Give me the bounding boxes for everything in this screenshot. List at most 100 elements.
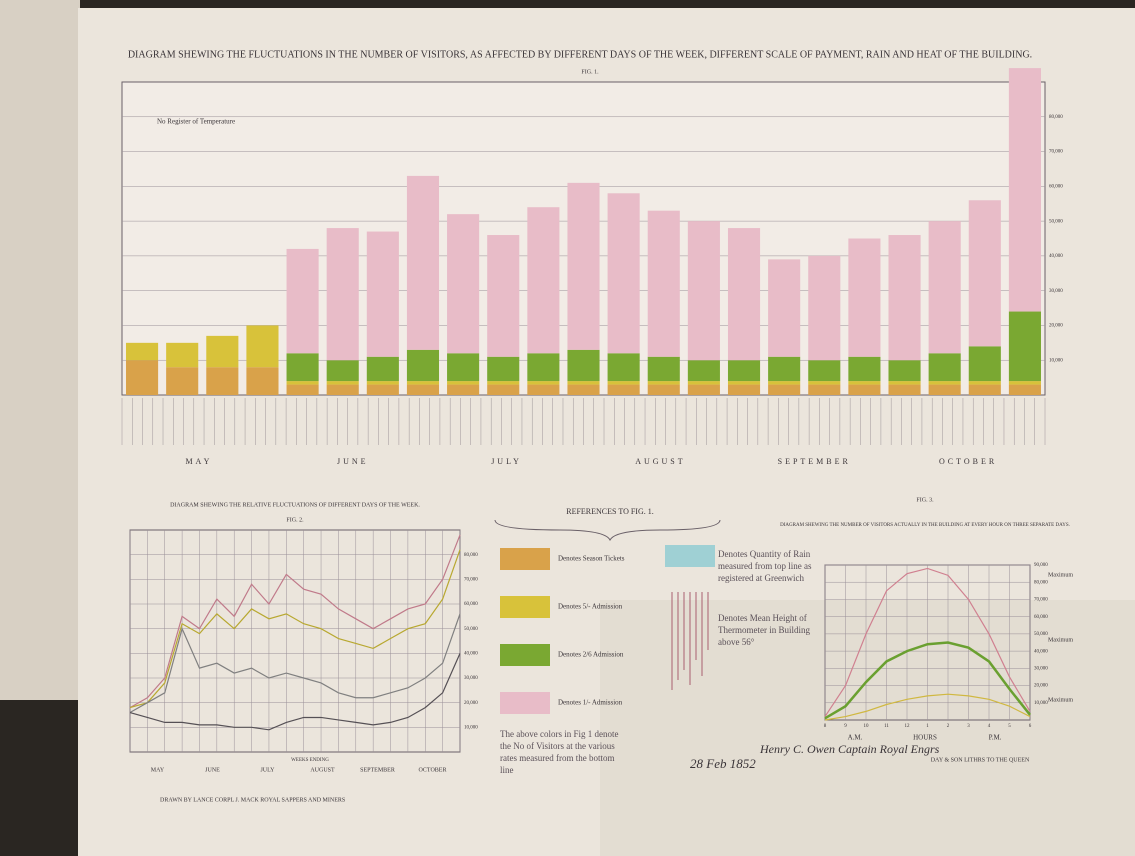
month-label: JUNE: [337, 457, 369, 466]
bar-segment: [527, 207, 559, 353]
bar-segment: [447, 385, 479, 395]
bar-segment: [1009, 385, 1041, 395]
x-label: P.M.: [989, 734, 1002, 742]
legend-label: Denotes 2/6 Admission: [558, 651, 624, 659]
bar-segment: [929, 385, 961, 395]
legend-swatch: [500, 692, 550, 714]
color-note: The above colors in Fig 1 denote the No …: [500, 728, 630, 776]
y-tick-label: 40,000: [1049, 254, 1063, 259]
month-label: OCTOBER: [419, 767, 447, 773]
bar-segment: [888, 385, 920, 395]
bar-segment: [608, 385, 640, 395]
bar-segment: [969, 200, 1001, 346]
bar-segment: [648, 211, 680, 357]
bar-segment: [567, 350, 599, 381]
bar-segment: [407, 176, 439, 350]
y-tick-label: 80,000: [464, 553, 478, 558]
bar-segment: [407, 350, 439, 381]
bar-segment: [246, 325, 278, 367]
bar-segment: [728, 385, 760, 395]
bar-segment: [608, 353, 640, 381]
bar-segment: [527, 353, 559, 381]
y-tick-label: 40,000: [464, 651, 478, 656]
bar-segment: [969, 385, 1001, 395]
month-label: MAY: [185, 457, 212, 466]
left-page: [0, 0, 80, 700]
heat-note: Denotes Mean Height of Thermometer in Bu…: [718, 612, 818, 648]
bar-segment: [648, 385, 680, 395]
fig-title: DIAGRAM SHEWING THE RELATIVE FLUCTUATION…: [170, 502, 420, 508]
bar-segment: [608, 193, 640, 353]
bar-segment: [888, 381, 920, 384]
legend-label: Denotes 1/- Admission: [558, 699, 623, 707]
x-tick-label: 12: [905, 724, 911, 729]
bar-segment: [808, 360, 840, 381]
y-tick-label: 10,000: [1034, 701, 1048, 706]
bar-segment: [487, 381, 519, 384]
bar-segment: [929, 221, 961, 353]
bar-segment: [1009, 312, 1041, 382]
photo-page: DIAGRAM SHEWING THE FLUCTUATIONS IN THE …: [0, 0, 1135, 856]
bar-segment: [768, 385, 800, 395]
bar-segment: [166, 367, 198, 395]
y-tick-label: 20,000: [464, 701, 478, 706]
y-tick-label: 70,000: [464, 577, 478, 582]
x-label: HOURS: [913, 734, 937, 742]
month-label: JULY: [491, 457, 522, 466]
legend-swatch: [500, 644, 550, 666]
bar-segment: [287, 249, 319, 353]
bar-segment: [808, 381, 840, 384]
bar-segment: [808, 256, 840, 360]
bar-segment: [848, 239, 880, 357]
y-tick-label: 90,000: [1034, 563, 1048, 568]
bar-segment: [447, 381, 479, 384]
bar-segment: [166, 343, 198, 367]
bar-segment: [287, 385, 319, 395]
bar-segment: [929, 381, 961, 384]
fig-subtitle: FIG. 2.: [286, 517, 304, 523]
y-tick-label: 10,000: [464, 725, 478, 730]
rain-swatch: [665, 545, 715, 567]
bar-segment: [848, 357, 880, 381]
bar-segment: [768, 259, 800, 356]
bar-segment: [688, 385, 720, 395]
y-tick-label: 30,000: [1034, 666, 1048, 671]
y-tick-label: 20,000: [1034, 684, 1048, 689]
bar-segment: [888, 360, 920, 381]
bar-segment: [407, 381, 439, 384]
signature: Henry C. Owen Captain Royal Engrs: [759, 742, 940, 756]
footer-right: DAY & SON LITHRS TO THE QUEEN: [931, 757, 1030, 763]
bar-segment: [567, 381, 599, 384]
x-title: WEEKS ENDING: [291, 758, 329, 763]
bar-segment: [447, 353, 479, 381]
legend-label: Denotes Season Tickets: [558, 555, 625, 563]
bar-segment: [206, 367, 238, 395]
x-tick-label: 10: [864, 724, 870, 729]
month-label: SEPTEMBER: [778, 457, 851, 466]
bar-segment: [768, 381, 800, 384]
bar-segment: [367, 385, 399, 395]
y-tick-label: 30,000: [1049, 289, 1063, 294]
bar-segment: [206, 336, 238, 367]
y-tick-label: 10,000: [1049, 358, 1063, 363]
rain-note: Denotes Quantity of Rain measured from t…: [718, 548, 818, 584]
legend-swatch: [500, 548, 550, 570]
y-tick-label: 80,000: [1049, 115, 1063, 120]
bar-segment: [447, 214, 479, 353]
bar-segment: [1009, 381, 1041, 384]
bar-segment: [969, 381, 1001, 384]
bar-segment: [327, 381, 359, 384]
bar-segment: [728, 381, 760, 384]
bar-segment: [527, 381, 559, 384]
y-tick-label: 50,000: [1049, 219, 1063, 224]
month-label: JUNE: [205, 767, 220, 773]
bar-segment: [1009, 68, 1041, 311]
bar-segment: [688, 221, 720, 360]
bar-segment: [126, 343, 158, 360]
bar-segment: [567, 183, 599, 350]
month-label: OCTOBER: [939, 457, 997, 466]
y-tick-label: 30,000: [464, 676, 478, 681]
bar-segment: [287, 353, 319, 381]
bar-segment: [407, 385, 439, 395]
bar-segment: [648, 381, 680, 384]
